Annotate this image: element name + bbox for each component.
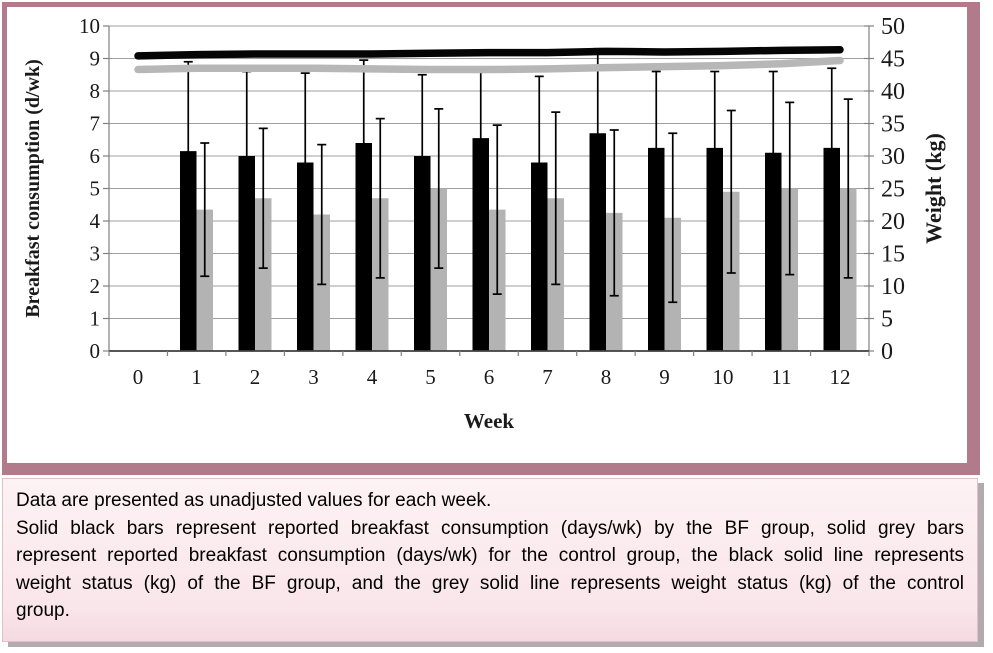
x-tick-label-8: 8 — [601, 365, 612, 389]
right-tick-label-15: 15 — [881, 242, 905, 268]
left-axis-title: Breakfast consumption (d/wk) — [22, 59, 44, 318]
control-bar-week-5 — [430, 188, 447, 351]
figure-caption-box: Data are presented as unadjusted values … — [2, 478, 978, 642]
right-tick-label-45: 45 — [881, 47, 905, 73]
x-axis-title: Week — [464, 409, 514, 433]
bf-bar-week-5 — [414, 156, 431, 351]
left-tick-label-1: 1 — [90, 307, 101, 331]
left-tick-label-10: 10 — [79, 14, 100, 38]
bf-bar-week-2 — [238, 156, 255, 351]
right-tick-label-10: 10 — [881, 274, 905, 300]
left-tick-label-7: 7 — [90, 112, 101, 136]
x-tick-label-1: 1 — [191, 365, 202, 389]
x-tick-label-4: 4 — [367, 365, 378, 389]
bf-bar-week-11 — [765, 152, 782, 351]
x-tick-label-0: 0 — [133, 365, 144, 389]
right-tick-label-50: 50 — [881, 14, 905, 40]
left-tick-label-0: 0 — [90, 339, 101, 363]
caption-body: Solid black bars represent reported brea… — [16, 517, 964, 622]
left-tick-label-2: 2 — [90, 274, 101, 298]
right-tick-label-5: 5 — [881, 307, 893, 333]
bf-bar-week-4 — [355, 143, 372, 351]
bf-bar-week-3 — [297, 162, 314, 351]
left-tick-label-4: 4 — [90, 209, 101, 233]
control-weight-line — [134, 56, 844, 74]
left-tick-label-9: 9 — [90, 47, 101, 71]
left-tick-label-3: 3 — [90, 242, 101, 266]
left-tick-label-5: 5 — [90, 177, 101, 201]
bf-bar-week-10 — [706, 147, 723, 351]
x-tick-label-3: 3 — [308, 365, 319, 389]
right-tick-label-0: 0 — [881, 339, 893, 365]
bf-bar-week-1 — [180, 151, 197, 351]
left-tick-label-8: 8 — [90, 79, 101, 103]
left-tick-label-6: 6 — [90, 144, 101, 168]
bf-bar-week-7 — [531, 162, 548, 351]
x-tick-label-10: 10 — [713, 365, 734, 389]
x-tick-label-7: 7 — [542, 365, 553, 389]
caption-line-1: Data are presented as unadjusted values … — [16, 490, 492, 511]
bf-bar-week-9 — [648, 147, 665, 351]
right-tick-label-35: 35 — [881, 112, 905, 138]
x-tick-label-12: 12 — [830, 365, 851, 389]
right-tick-label-20: 20 — [881, 209, 905, 235]
x-tick-label-2: 2 — [250, 365, 261, 389]
control-bar-week-2 — [255, 198, 272, 351]
x-tick-label-9: 9 — [659, 365, 670, 389]
bf-weight-line — [134, 45, 844, 60]
figure-frame: 0 1 2 3 4 5 6 7 8 9 10 0 5 10 15 20 25 30 35 40 45 50 0 1 2 3 4 5 6 7… — [2, 2, 980, 475]
x-tick-label-11: 11 — [771, 365, 791, 389]
right-tick-label-40: 40 — [881, 79, 905, 105]
right-tick-label-25: 25 — [881, 177, 905, 203]
bf-bar-week-8 — [589, 133, 606, 351]
x-tick-label-6: 6 — [484, 365, 495, 389]
right-tick-label-30: 30 — [881, 144, 905, 170]
right-axis-title: Weight (kg) — [921, 133, 946, 244]
bf-bar-week-6 — [472, 138, 489, 351]
bf-bar-week-12 — [823, 147, 840, 351]
control-bar-week-1 — [196, 209, 213, 351]
x-tick-label-5: 5 — [425, 365, 436, 389]
